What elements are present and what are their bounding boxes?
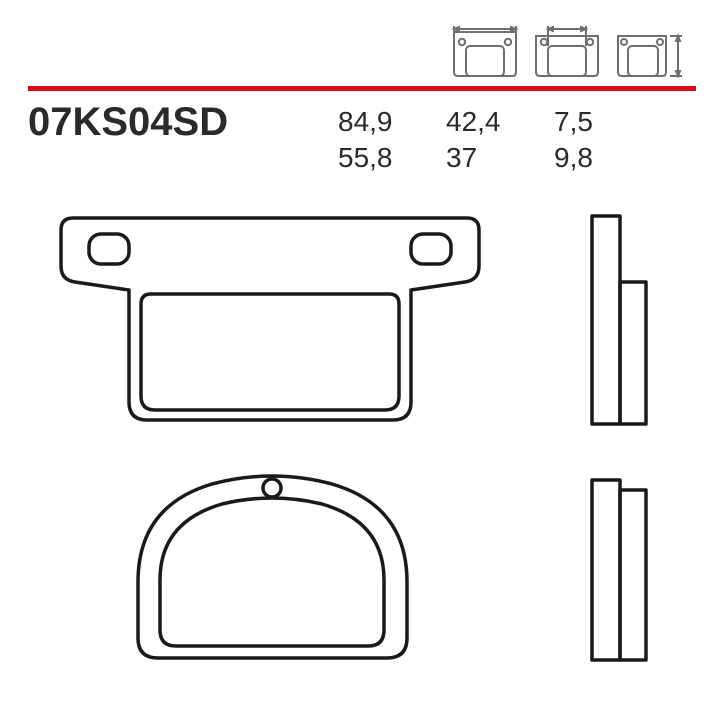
pad2-front-view	[130, 470, 415, 665]
separator-line	[28, 86, 696, 91]
pad1-front-view	[55, 210, 485, 430]
part-number: 07KS04SD	[28, 100, 228, 145]
dim-h1: 7,5	[554, 104, 624, 140]
legend-icon-a	[448, 22, 522, 78]
dim-b1: 42,4	[446, 104, 554, 140]
legend-icon-b	[530, 22, 604, 78]
dim-a2: 55,8	[338, 140, 446, 176]
pad2-side-view	[588, 476, 652, 664]
tech-sheet: 07KS04SD 84,9 42,4 7,5 55,8 37 9,8	[0, 0, 724, 724]
pad1-side-view	[588, 212, 652, 428]
legend-icon-h	[612, 22, 686, 78]
dimensions-table: 84,9 42,4 7,5 55,8 37 9,8	[338, 104, 624, 176]
dim-b2: 37	[446, 140, 554, 176]
dim-h2: 9,8	[554, 140, 624, 176]
dim-a1: 84,9	[338, 104, 446, 140]
dimension-legend	[448, 22, 686, 78]
